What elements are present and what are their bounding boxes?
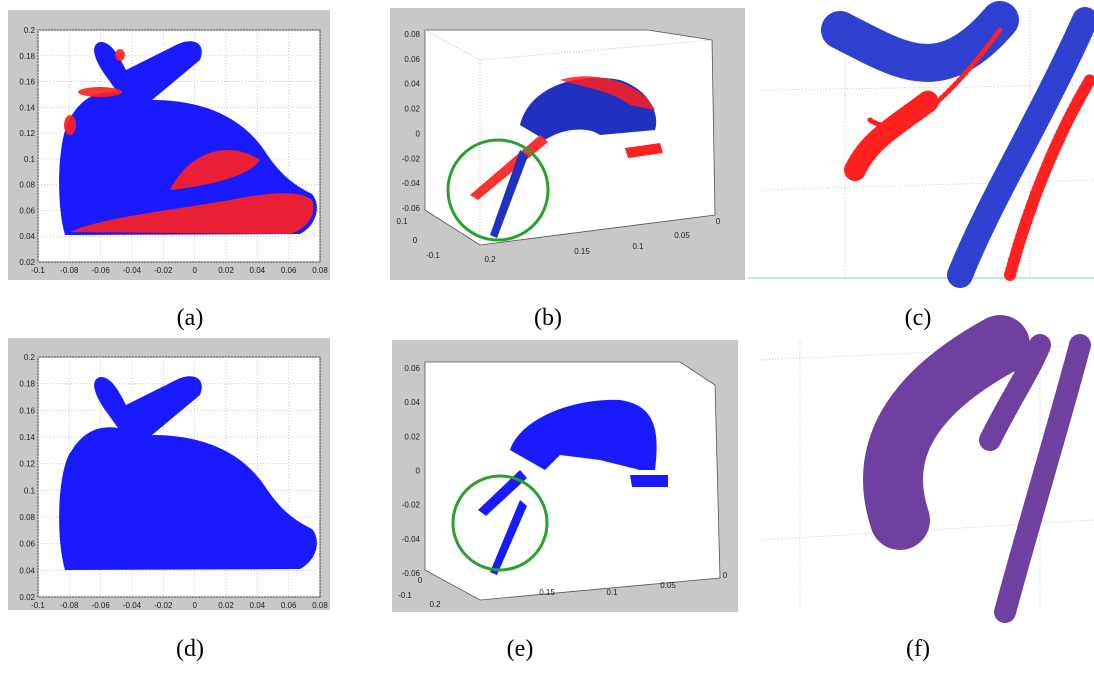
floor-tick-label: 0.1 <box>396 217 408 226</box>
floor-tick-label: 0 <box>716 217 721 226</box>
y-tick-label: 0.2 <box>24 26 36 35</box>
y-tick-label: 0.04 <box>19 566 35 575</box>
y-tick-label: 0.14 <box>19 433 35 442</box>
panel-label: (e) <box>507 636 534 662</box>
y-tick-label: -0.02 <box>402 501 421 510</box>
y-tick-label: -0.04 <box>402 179 421 188</box>
floor-tick-label: 0.15 <box>539 588 555 597</box>
x-tick-label: 0.06 <box>281 266 297 275</box>
y-tick-label: 0.18 <box>19 380 35 389</box>
x-tick-label: 0.08 <box>312 266 328 275</box>
y-tick-label: 0.02 <box>404 432 420 441</box>
x-tick-label: 0.06 <box>281 601 297 610</box>
y-tick-label: -0.02 <box>402 154 421 163</box>
y-tick-label: 0.08 <box>404 30 420 39</box>
y-tick-label: 0.2 <box>24 353 36 362</box>
x-tick-label: -0.04 <box>123 266 142 275</box>
x-tick-label: 0.04 <box>250 601 266 610</box>
y-tick-label: 0.1 <box>24 486 36 495</box>
y-tick-label: 0.18 <box>19 52 35 61</box>
floor-tick-label: 0.15 <box>574 247 590 256</box>
y-tick-label: 0.08 <box>19 513 35 522</box>
floor-tick-label: 0 <box>413 236 418 245</box>
y-tick-label: 0.04 <box>404 398 420 407</box>
y-tick-label: -0.04 <box>402 535 421 544</box>
y-tick-label: 0.02 <box>404 105 420 114</box>
x-tick-label: 0 <box>192 601 197 610</box>
y-tick-label: 0.16 <box>19 78 35 87</box>
x-tick-label: 0.08 <box>312 601 328 610</box>
panel-e-box <box>425 362 720 600</box>
x-tick-label: -0.02 <box>154 266 173 275</box>
x-tick-label: 0.02 <box>218 266 234 275</box>
x-tick-label: 0 <box>192 266 197 275</box>
y-tick-label: 0.04 <box>404 80 420 89</box>
panel-b-box <box>425 30 715 245</box>
y-tick-label: 0.12 <box>19 460 35 469</box>
x-tick-label: 0.02 <box>218 601 234 610</box>
x-tick-label: -0.1 <box>31 266 45 275</box>
floor-tick-label: 0.2 <box>429 600 441 609</box>
y-tick-label: 0.06 <box>404 55 420 64</box>
y-tick-label: 0.12 <box>19 129 35 138</box>
y-tick-label: -0.06 <box>402 204 421 213</box>
floor-tick-label: 0.1 <box>606 588 618 597</box>
panel-label: (f) <box>906 636 930 662</box>
x-tick-label: -0.1 <box>31 601 45 610</box>
floor-tick-label: 0 <box>418 576 423 585</box>
floor-tick-label: 0.05 <box>674 231 690 240</box>
y-tick-label: 0.1 <box>24 155 36 164</box>
x-tick-label: -0.06 <box>92 601 111 610</box>
y-tick-label: 0.06 <box>19 206 35 215</box>
figure: (a) (b) (c) (d) (e) (f) 0.2 0.18 0.16 0.14 0.12 0.1… <box>0 0 1094 675</box>
y-tick-label: 0.06 <box>404 364 420 373</box>
y-tick-label: 0.06 <box>19 540 35 549</box>
y-tick-label: 0.14 <box>19 103 35 112</box>
x-tick-label: -0.06 <box>92 266 111 275</box>
x-tick-label: -0.08 <box>60 266 79 275</box>
floor-tick-label: 0.1 <box>632 242 644 251</box>
panel-label: (a) <box>177 305 204 331</box>
y-tick-label: 0.08 <box>19 181 35 190</box>
panel-label: (c) <box>905 305 932 331</box>
x-tick-label: 0.04 <box>250 266 266 275</box>
floor-tick-label: -0.1 <box>398 591 412 600</box>
x-tick-label: -0.04 <box>123 601 142 610</box>
floor-tick-label: -0.1 <box>426 251 440 260</box>
y-tick-label: 0.04 <box>19 232 35 241</box>
floor-tick-label: 0.05 <box>660 581 676 590</box>
floor-tick-label: 0.2 <box>484 255 496 264</box>
panel-label: (b) <box>534 305 562 331</box>
x-tick-label: -0.02 <box>154 601 173 610</box>
panel-label: (d) <box>176 636 204 662</box>
y-tick-label: 0 <box>416 467 421 476</box>
y-tick-label: 0.16 <box>19 406 35 415</box>
x-tick-label: -0.08 <box>60 601 79 610</box>
y-tick-label: 0 <box>416 129 421 138</box>
floor-tick-label: 0 <box>723 571 728 580</box>
